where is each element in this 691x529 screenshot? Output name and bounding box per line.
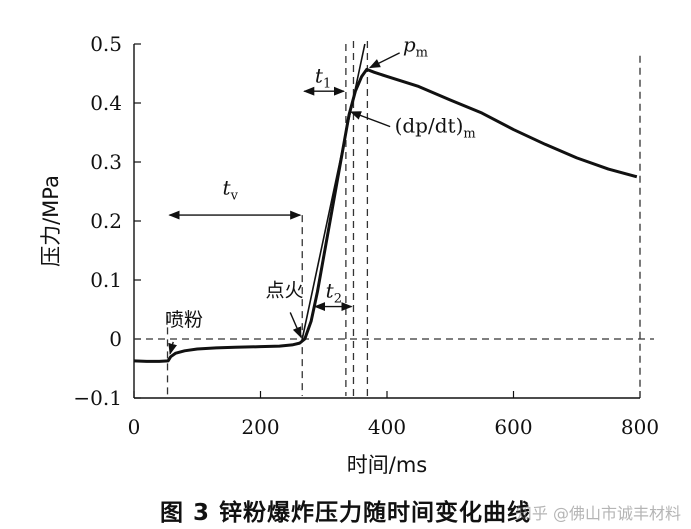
p-m-label: pm xyxy=(403,33,428,61)
t-v-label: tv xyxy=(223,175,239,203)
y-tick-label: 0 xyxy=(109,327,122,351)
t-2-label: t2 xyxy=(326,279,342,307)
dpdt-label: (dp/dt)m xyxy=(395,114,476,142)
x-tick-label: 800 xyxy=(621,415,659,439)
y-tick-label: 0.3 xyxy=(90,150,122,174)
y-tick-label: −0.1 xyxy=(73,386,122,410)
t-1-label: t1 xyxy=(315,63,331,91)
x-axis-title: 时间/ms xyxy=(347,453,427,477)
y-axis-title: 压力/MPa xyxy=(39,175,63,267)
figure-caption: 图 3 锌粉爆炸压力随时间变化曲线 xyxy=(159,500,532,526)
y-tick-label: 0.1 xyxy=(90,268,122,292)
watermark: 知乎 @佛山市诚丰材料 xyxy=(515,504,681,523)
p-m-pointer xyxy=(368,52,400,69)
ignition-pointer xyxy=(289,312,302,339)
pressure-curve xyxy=(133,67,638,363)
pressure-time-chart: −0.100.10.20.30.40.50 200 400 600 800时间/ms压力… xyxy=(39,32,659,477)
spray-label: 喷粉 xyxy=(165,309,203,331)
x-tick-label: 0 xyxy=(128,415,141,439)
max-rate-tangent-line xyxy=(300,43,366,343)
y-tick-label: 0.2 xyxy=(90,209,122,233)
x-tick-label: 200 xyxy=(241,415,279,439)
x-tick-label: 600 xyxy=(494,415,532,439)
ignition-label: 点火 xyxy=(266,280,304,302)
y-tick-label: 0.5 xyxy=(90,32,122,56)
dpdt-pointer xyxy=(349,111,391,128)
y-tick-label: 0.4 xyxy=(90,91,122,115)
spray-pointer xyxy=(168,341,177,355)
x-tick-label: 400 xyxy=(368,415,406,439)
